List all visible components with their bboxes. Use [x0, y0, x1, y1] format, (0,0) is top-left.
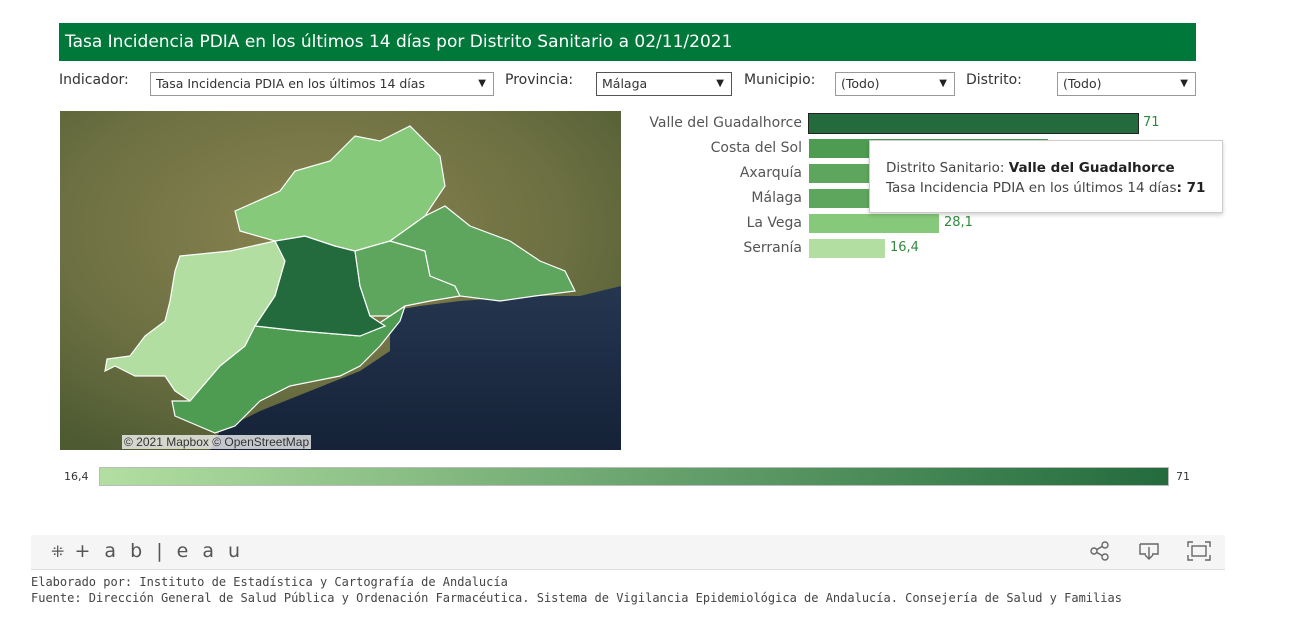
distrito-select-value: (Todo) — [1063, 76, 1102, 91]
chevron-down-icon: ▼ — [716, 78, 724, 89]
tableau-logo-icon: ⁜ — [51, 542, 65, 561]
provincia-label: Provincia: — [505, 72, 574, 88]
bar[interactable] — [808, 113, 1139, 134]
bar[interactable] — [809, 239, 885, 258]
tableau-logo-text: + a b | e a u — [74, 540, 245, 562]
tooltip-rate-value: 71 — [1186, 180, 1206, 196]
color-legend — [99, 467, 1169, 486]
municipio-label: Municipio: — [744, 72, 816, 88]
map-attribution[interactable]: © 2021 Mapbox © OpenStreetMap — [122, 435, 312, 449]
bar-label: Axarquía — [739, 165, 802, 181]
bar-label: La Vega — [746, 215, 802, 231]
region-la-vega[interactable] — [234, 125, 446, 252]
tableau-toolbar: ⁜ + a b | e a u — [31, 535, 1225, 570]
chevron-down-icon: ▼ — [1180, 78, 1188, 89]
indicador-label: Indicador: — [59, 72, 129, 88]
download-icon[interactable] — [1137, 540, 1161, 566]
legend-max-label: 71 — [1176, 470, 1190, 483]
municipio-select[interactable]: (Todo) ▼ — [835, 72, 955, 96]
tooltip-rate-sep: : — [1176, 180, 1187, 196]
footer-source: Fuente: Dirección General de Salud Públi… — [31, 591, 1122, 605]
bar-value-label: 16,4 — [890, 240, 919, 255]
indicador-select[interactable]: Tasa Incidencia PDIA en los últimos 14 d… — [150, 72, 494, 96]
tooltip: Distrito Sanitario: Valle del Guadalhorc… — [869, 140, 1223, 213]
legend-min-label: 16,4 — [64, 470, 89, 483]
bar-value-label: 28,1 — [944, 215, 973, 230]
bar[interactable] — [809, 214, 939, 233]
fullscreen-icon[interactable] — [1186, 540, 1212, 566]
footer-credits: Elaborado por: Instituto de Estadística … — [31, 575, 508, 589]
map-canvas[interactable] — [60, 111, 621, 450]
provincia-select[interactable]: Málaga ▼ — [596, 72, 732, 96]
distrito-select[interactable]: (Todo) ▼ — [1057, 72, 1196, 96]
provincia-select-value: Málaga — [602, 76, 648, 91]
chevron-down-icon: ▼ — [478, 78, 486, 89]
tableau-logo[interactable]: ⁜ + a b | e a u — [51, 540, 244, 562]
bar-label: Costa del Sol — [710, 140, 802, 156]
distrito-label: Distrito: — [966, 72, 1022, 88]
district-map[interactable]: © 2021 Mapbox © OpenStreetMap — [60, 111, 621, 450]
indicador-select-value: Tasa Incidencia PDIA en los últimos 14 d… — [156, 76, 425, 91]
dashboard-title: Tasa Incidencia PDIA en los últimos 14 d… — [59, 23, 1196, 61]
tooltip-district-value: Valle del Guadalhorce — [1008, 160, 1175, 176]
tooltip-district-label: Distrito Sanitario: — [886, 160, 1009, 176]
bar-value-label: 71 — [1143, 115, 1160, 130]
bar-label: Málaga — [751, 190, 802, 206]
bar-label: Serranía — [743, 240, 802, 256]
municipio-select-value: (Todo) — [841, 76, 880, 91]
share-icon[interactable] — [1089, 540, 1111, 566]
bar-label: Valle del Guadalhorce — [649, 115, 802, 131]
chevron-down-icon: ▼ — [939, 78, 947, 89]
region-axarquia[interactable] — [388, 205, 576, 302]
sea-area — [210, 286, 621, 450]
tooltip-rate-label: Tasa Incidencia PDIA en los últimos 14 d… — [886, 180, 1177, 196]
